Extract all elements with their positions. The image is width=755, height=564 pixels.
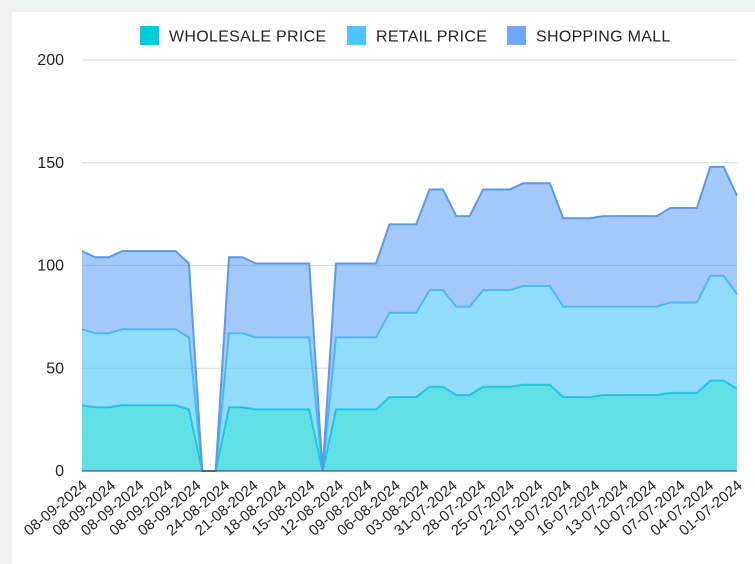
- y-tick-label: 50: [46, 360, 64, 377]
- y-tick-label: 150: [37, 155, 64, 172]
- legend-swatch: [347, 26, 366, 45]
- legend-item-wholesale-price[interactable]: WHOLESALE PRICE: [140, 26, 326, 46]
- area-retail-price: [82, 275, 737, 471]
- legend-label: SHOPPING MALL: [536, 29, 671, 46]
- y-tick-label: 100: [37, 258, 64, 275]
- stacked-area-chart: WHOLESALE PRICE RETAIL PRICE SHOPPING MALL…: [21, 26, 746, 539]
- area-series: [81, 165, 738, 472]
- y-tick-label: 0: [55, 463, 64, 480]
- line-shopping-mall: [81, 165, 738, 472]
- chart-frame: WHOLESALE PRICE RETAIL PRICE SHOPPING MALL…: [12, 12, 755, 564]
- legend: WHOLESALE PRICE RETAIL PRICE SHOPPING MALL: [140, 26, 671, 46]
- legend-label: WHOLESALE PRICE: [169, 29, 326, 46]
- area-wholesale-price: [82, 380, 737, 471]
- y-axis: 0 50 100 150 200: [37, 52, 64, 480]
- x-axis: 08-09-202408-09-202408-09-202408-09-2024…: [21, 470, 746, 539]
- legend-item-retail-price[interactable]: RETAIL PRICE: [347, 26, 487, 46]
- legend-item-shopping-mall[interactable]: SHOPPING MALL: [507, 26, 671, 46]
- y-tick-label: 200: [37, 52, 64, 69]
- legend-swatch: [507, 26, 526, 45]
- legend-swatch: [140, 26, 159, 45]
- legend-label: RETAIL PRICE: [376, 29, 487, 46]
- area-shopping-mall: [82, 166, 737, 472]
